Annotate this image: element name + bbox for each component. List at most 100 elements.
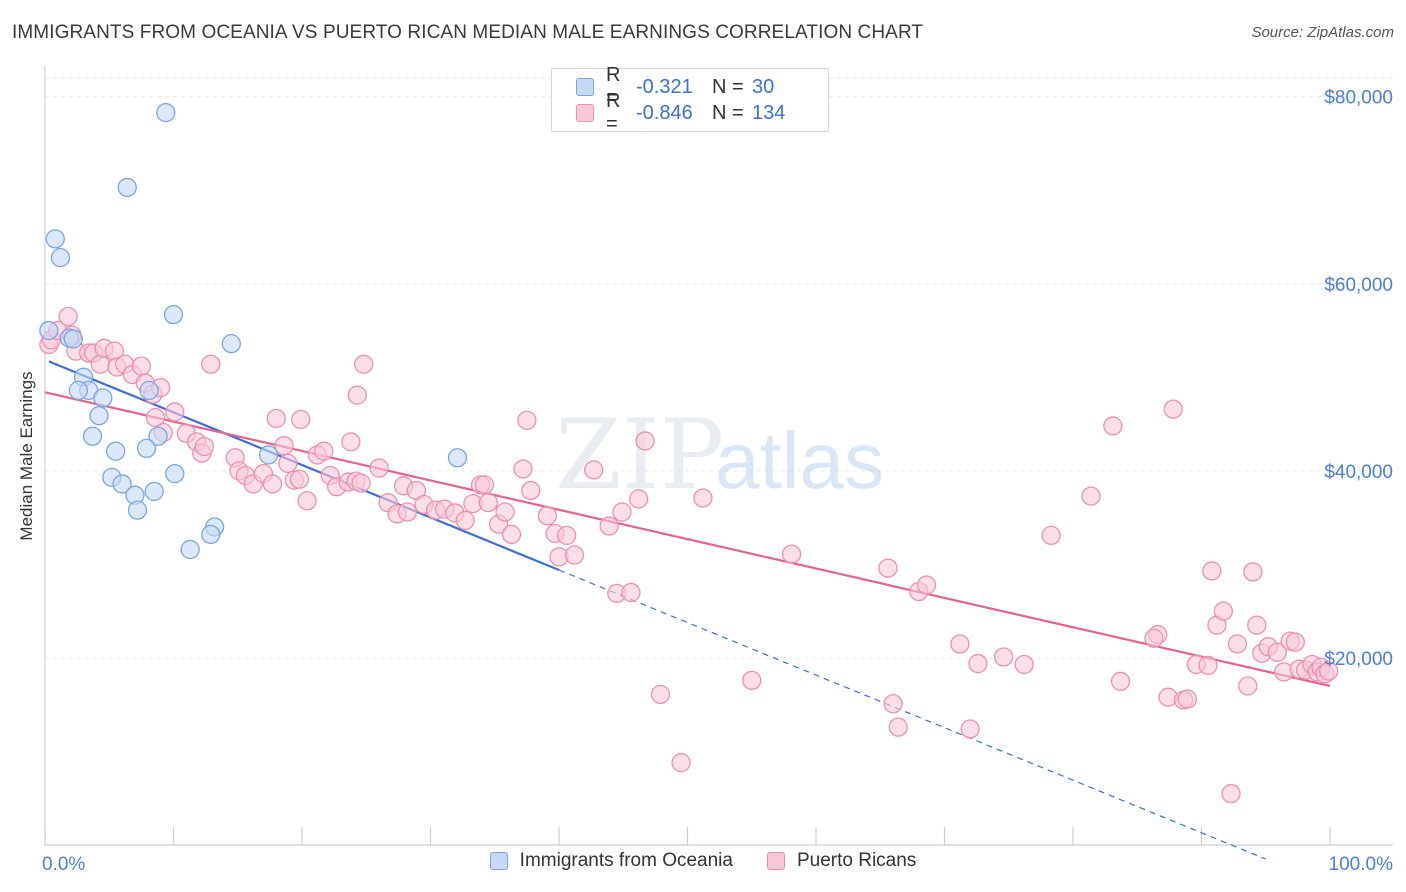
y-tick-label: $20,000 (1324, 649, 1393, 670)
legend-label: Immigrants from Oceania (519, 850, 733, 871)
watermark-atlas: atlas (715, 416, 884, 505)
puerto-rican-point (262, 474, 283, 494)
oceania-point (117, 177, 137, 198)
oceania-point (201, 524, 221, 545)
puerto-rican-point (878, 558, 898, 578)
legend-item-oceania[interactable]: Immigrants from Oceania (489, 850, 733, 872)
axes (44, 66, 1393, 846)
oceania-swatch (576, 78, 594, 96)
puerto-rican-point (1238, 676, 1258, 696)
puerto-rican-point (916, 575, 937, 595)
y-tick-label: $40,000 (1324, 462, 1393, 483)
watermark: ZIP atlas (555, 399, 884, 511)
puerto-rican-point (1041, 525, 1061, 546)
puerto-rican-point (165, 402, 185, 422)
puerto-rican-point (517, 410, 537, 430)
x-tick-label: 100.0% (1329, 854, 1394, 875)
puerto-ricans-swatch (576, 104, 594, 122)
correlation-legend: R = -0.321 N = 30 R = -0.846 N = 134 (551, 64, 829, 135)
puerto-rican-point (1081, 486, 1101, 506)
oceania-point (144, 481, 164, 502)
puerto-rican-point (495, 502, 515, 522)
puerto-rican-point (501, 524, 522, 545)
puerto-rican-point (90, 354, 110, 374)
puerto-rican-point (635, 431, 655, 451)
puerto-rican-point (397, 502, 418, 522)
puerto-rican-point (650, 684, 671, 705)
puerto-rican-point (888, 717, 908, 737)
puerto-rican-point (1177, 689, 1198, 709)
puerto-rican-point (194, 436, 214, 457)
puerto-rican-point (1285, 632, 1305, 652)
puerto-rican-point (201, 354, 221, 374)
puerto-rican-point (1213, 601, 1233, 621)
r-label: R = (606, 90, 621, 135)
oceania-point (89, 406, 109, 426)
oceania-point (112, 474, 132, 494)
puerto-rican-point (1103, 416, 1123, 436)
y-tick-label: $80,000 (1324, 88, 1393, 109)
puerto-rican-point (671, 753, 691, 773)
chart-title: IMMIGRANTS FROM OCEANIA VS PUERTO RICAN … (12, 22, 924, 43)
puerto-ricans-swatch (766, 852, 785, 870)
oceania-point (148, 426, 168, 446)
puerto-rican-point (1227, 634, 1248, 654)
oceania-point (136, 438, 157, 459)
puerto-rican-point (564, 545, 585, 565)
puerto-rican-point (145, 407, 166, 428)
series-legend: Immigrants from Oceania Puerto Ricans (0, 850, 1406, 872)
puerto-rican-point (693, 488, 713, 508)
puerto-rican-point (1319, 661, 1339, 681)
puerto-rican-point (289, 469, 310, 489)
puerto-rican-point (1163, 399, 1183, 419)
n-value: 30 (752, 75, 775, 98)
n-value: 134 (752, 101, 786, 124)
puerto-rican-point (351, 473, 371, 493)
y-tick-label: $60,000 (1324, 275, 1393, 296)
puerto-rican-point (950, 634, 970, 654)
puerto-rican-point (960, 719, 980, 739)
r-value: -0.321 (636, 75, 693, 98)
puerto-rican-point (131, 356, 152, 376)
puerto-rican-point (478, 493, 498, 513)
oceania-trend-extension (558, 569, 1266, 860)
puerto-rican-point (297, 491, 317, 511)
puerto-rican-point (521, 480, 541, 501)
oceania-point (45, 229, 65, 249)
oceania-point (93, 388, 113, 408)
puerto-rican-point (1202, 561, 1222, 581)
oceania-point (165, 464, 185, 484)
puerto-rican-trend-line (44, 391, 1331, 688)
puerto-rican-point (1014, 654, 1034, 675)
r-value: -0.846 (636, 101, 693, 124)
legend-label: Puerto Ricans (796, 850, 917, 871)
n-label: N = (712, 75, 744, 98)
oceania-trend-line (48, 360, 560, 572)
trend-lines (44, 360, 1331, 860)
oceania-point (50, 247, 71, 268)
x-tick-label: 0.0% (42, 854, 85, 875)
legend-item-puerto-ricans[interactable]: Puerto Ricans (766, 850, 917, 872)
puerto-rican-point (1247, 615, 1267, 635)
oceania-point (127, 500, 148, 520)
puerto-rican-point (1267, 642, 1287, 662)
puerto-rican-point (557, 525, 577, 546)
puerto-rican-point (883, 694, 903, 714)
oceania-point (258, 445, 279, 465)
r-label: R = (606, 64, 621, 109)
puerto-rican-point (354, 354, 374, 374)
puerto-rican-point (455, 510, 475, 531)
oceania-point (82, 426, 103, 446)
puerto-rican-point (58, 306, 78, 327)
puerto-rican-point (291, 409, 311, 430)
data-points (39, 102, 1339, 804)
puerto-rican-point (347, 385, 367, 405)
puerto-rican-point (584, 460, 604, 480)
legend-row-puerto-ricans: R = -0.846 N = 134 (576, 90, 786, 135)
oceania-point (221, 333, 241, 354)
grid-lines (45, 77, 1393, 659)
y-axis-title: Median Male Earnings (17, 371, 36, 540)
puerto-rican-point (1198, 655, 1218, 676)
oceania-swatch (489, 852, 508, 870)
oceania-point (156, 102, 176, 123)
